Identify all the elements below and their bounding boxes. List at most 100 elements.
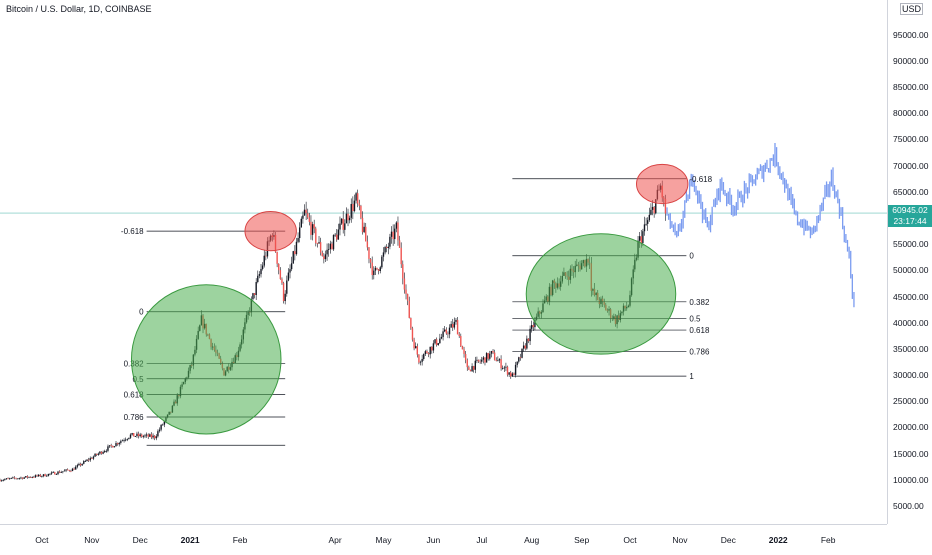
candle	[160, 424, 162, 430]
candle	[453, 321, 456, 328]
price-axis[interactable]: USD 5000.00 10000.00 15000.00 20000.00 25000…	[887, 0, 932, 524]
current-price-badge: 60945.02 23:17:44	[888, 205, 932, 227]
y-tick-label: 70000.00	[893, 160, 929, 171]
candle	[128, 437, 130, 439]
candle	[410, 317, 412, 329]
candle	[532, 325, 535, 328]
candle	[18, 478, 21, 479]
candle	[7, 478, 9, 480]
candle	[432, 343, 435, 351]
time-axis[interactable]: Oct Nov Dec 2021 Feb Apr May Jun Jul Aug Sep Oct Nov…	[0, 524, 887, 551]
candle	[327, 249, 330, 250]
candle	[258, 274, 261, 276]
candle	[55, 474, 58, 475]
candle	[92, 456, 95, 459]
candle	[62, 471, 64, 473]
candle	[294, 251, 296, 255]
candle	[152, 435, 154, 438]
candle	[66, 469, 69, 471]
candle	[437, 343, 439, 346]
candle	[52, 472, 54, 473]
candle	[107, 446, 109, 451]
candle	[100, 451, 103, 454]
candle	[434, 339, 436, 344]
candle	[490, 351, 493, 354]
candle	[141, 434, 143, 437]
candle	[46, 475, 48, 477]
candle	[292, 251, 294, 264]
candle	[398, 240, 401, 248]
y-tick-label: 90000.00	[893, 55, 929, 66]
candle	[366, 241, 369, 248]
candle	[403, 278, 406, 290]
candle	[278, 263, 280, 271]
candle	[134, 436, 137, 437]
x-tick-label: Jul	[476, 535, 488, 545]
candle	[416, 346, 419, 355]
candle	[13, 477, 16, 479]
candle	[20, 477, 22, 479]
candle	[126, 438, 128, 440]
candle	[265, 255, 267, 257]
y-tick-label: 25000.00	[893, 396, 929, 407]
candle	[284, 293, 286, 302]
candle	[84, 461, 87, 462]
candle	[342, 218, 344, 230]
candle	[298, 227, 301, 239]
x-tick-label: 2022	[768, 535, 788, 545]
candle	[289, 269, 291, 273]
y-tick-label: 55000.00	[893, 239, 929, 250]
candle	[17, 478, 19, 480]
x-tick-label: Dec	[132, 535, 148, 545]
candle	[105, 450, 108, 452]
candle	[81, 463, 83, 466]
candle	[471, 366, 473, 372]
candle	[506, 366, 509, 375]
candle	[427, 353, 430, 355]
candle	[324, 254, 327, 260]
x-tick-label: Feb	[820, 535, 836, 545]
candle	[0, 479, 1, 482]
candle	[638, 236, 641, 241]
candle	[139, 434, 141, 437]
candle	[2, 479, 4, 481]
candle	[108, 445, 111, 447]
candle	[332, 235, 335, 250]
candle	[381, 256, 383, 268]
candle	[263, 255, 265, 266]
candle	[376, 267, 378, 270]
currency-label[interactable]: USD	[899, 3, 923, 15]
candle	[58, 471, 61, 473]
candle	[650, 209, 652, 215]
fib-level-label: 1	[689, 372, 694, 381]
candle	[28, 476, 30, 478]
candle	[431, 346, 433, 351]
candle	[102, 452, 104, 454]
candle	[97, 453, 99, 455]
fib-level-label: 0.786	[689, 348, 710, 357]
candle	[458, 334, 460, 337]
candle	[311, 224, 314, 235]
candle	[395, 222, 398, 229]
candle	[442, 331, 444, 337]
y-tick-label: 10000.00	[893, 474, 929, 485]
candle	[149, 434, 151, 437]
candle	[474, 360, 477, 370]
candle	[10, 477, 12, 479]
candle	[508, 372, 510, 375]
y-tick-label: 20000.00	[893, 422, 929, 433]
y-tick-label: 85000.00	[893, 82, 929, 93]
candle	[468, 367, 470, 370]
candle	[377, 269, 380, 271]
candle	[501, 368, 504, 369]
candle	[489, 353, 491, 359]
candle	[344, 223, 346, 230]
candle	[302, 215, 304, 219]
candle	[276, 251, 278, 264]
candle	[419, 361, 422, 363]
candle	[287, 272, 290, 281]
y-tick-label: 35000.00	[893, 343, 929, 354]
candle	[282, 283, 285, 302]
